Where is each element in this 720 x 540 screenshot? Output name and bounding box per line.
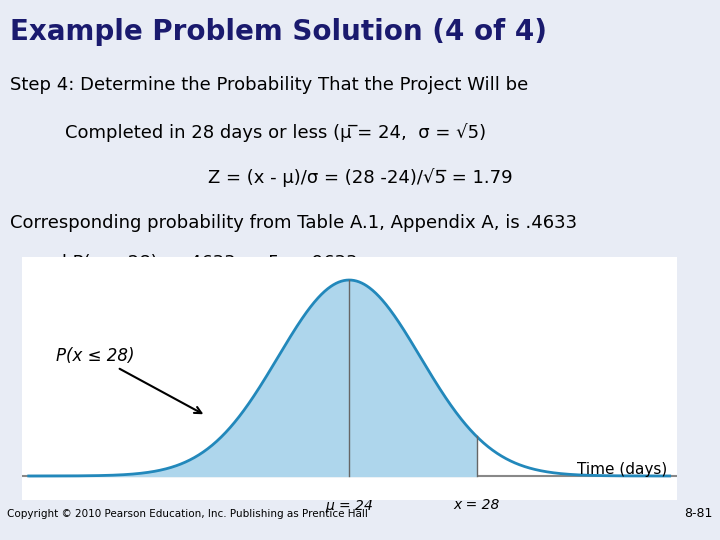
Text: 8-81: 8-81: [685, 507, 713, 520]
Text: Step 4: Determine the Probability That the Project Will be: Step 4: Determine the Probability That t…: [10, 76, 528, 94]
Text: P(x ≤ 28): P(x ≤ 28): [56, 347, 202, 413]
Text: Example Problem Solution (4 of 4): Example Problem Solution (4 of 4): [10, 18, 547, 46]
Text: Time (days): Time (days): [577, 462, 667, 477]
Text: Corresponding probability from Table A.1, Appendix A, is .4633: Corresponding probability from Table A.1…: [10, 214, 577, 232]
Text: Completed in 28 days or less (μ ̅= 24,  σ = √5): Completed in 28 days or less (μ ̅= 24, σ…: [65, 123, 486, 142]
Text: and P(x ≤ 28) = .4633 + .5 = .9633.: and P(x ≤ 28) = .4633 + .5 = .9633.: [10, 253, 364, 272]
Text: $\mu$ = 24: $\mu$ = 24: [325, 498, 373, 515]
Text: Copyright © 2010 Pearson Education, Inc. Publishing as Prentice Hall: Copyright © 2010 Pearson Education, Inc.…: [7, 509, 368, 519]
Text: Z = (x - μ)/σ = (28 -24)/√5̅ = 1.79: Z = (x - μ)/σ = (28 -24)/√5̅ = 1.79: [207, 168, 513, 187]
Text: x = 28: x = 28: [454, 498, 500, 512]
